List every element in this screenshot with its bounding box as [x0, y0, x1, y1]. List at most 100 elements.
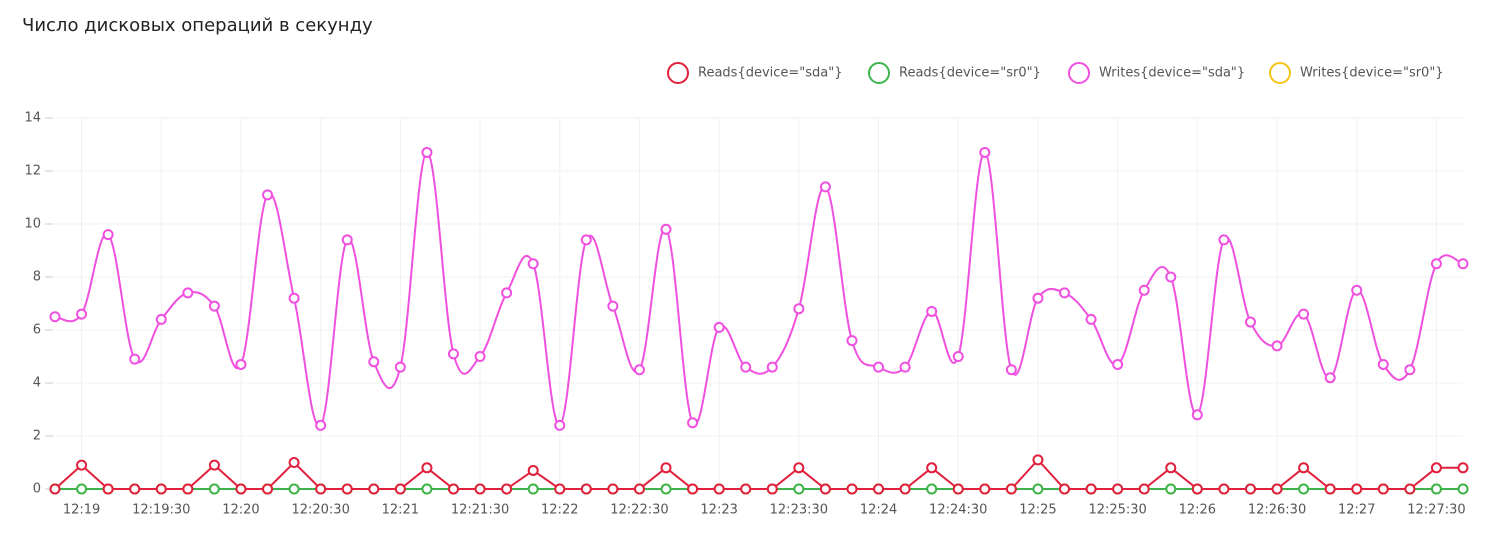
data-point [740, 483, 752, 495]
data-point [899, 361, 911, 373]
data-point [1271, 483, 1283, 495]
data-point [1085, 313, 1097, 325]
legend-swatch [1068, 62, 1090, 84]
x-tick-label: 12:22 [541, 503, 578, 518]
data-point [1218, 483, 1230, 495]
data-point [129, 353, 141, 365]
data-point [129, 483, 141, 495]
data-point [447, 483, 459, 495]
data-point [208, 483, 220, 495]
x-tick-label: 12:26:30 [1248, 503, 1306, 518]
data-point [394, 483, 406, 495]
data-point [235, 483, 247, 495]
data-point [1351, 483, 1363, 495]
chart-title: Число дисковых операций в секунду [22, 15, 373, 36]
data-point [607, 483, 619, 495]
x-tick-label: 12:24:30 [929, 503, 987, 518]
data-point [979, 146, 991, 158]
data-point [926, 305, 938, 317]
data-point [341, 483, 353, 495]
data-point [49, 311, 61, 323]
data-point [1244, 483, 1256, 495]
y-tick-label: 12 [24, 164, 41, 179]
y-tick-label: 8 [33, 270, 41, 285]
x-tick-label: 12:26 [1179, 503, 1216, 518]
data-point [899, 483, 911, 495]
data-point [1351, 284, 1363, 296]
data-point [262, 483, 274, 495]
data-point [793, 483, 805, 495]
data-point [288, 292, 300, 304]
data-point [1430, 483, 1442, 495]
x-tick-label: 12:21:30 [451, 503, 509, 518]
data-point [49, 483, 61, 495]
legend-item: Writes{device="sda"} [1068, 62, 1245, 84]
data-point [76, 459, 88, 471]
data-point [819, 483, 831, 495]
x-tick-label: 12:21 [382, 503, 419, 518]
data-point [1005, 483, 1017, 495]
x-tick-label: 12:19 [63, 503, 100, 518]
data-point [102, 483, 114, 495]
data-point [182, 287, 194, 299]
data-point [1298, 462, 1310, 474]
data-point [1165, 462, 1177, 474]
data-point [208, 459, 220, 471]
data-point [1271, 340, 1283, 352]
data-point [1430, 258, 1442, 270]
data-point [873, 483, 885, 495]
x-tick-label: 12:23 [700, 503, 737, 518]
data-point [235, 358, 247, 370]
data-point [660, 462, 672, 474]
data-point [766, 361, 778, 373]
data-point [315, 419, 327, 431]
data-point [208, 300, 220, 312]
data-point [554, 419, 566, 431]
legend-label: Writes{device="sda"} [1099, 66, 1245, 81]
x-tick-label: 12:20:30 [291, 503, 349, 518]
x-tick-label: 12:19:30 [132, 503, 190, 518]
x-tick-label: 12:22:30 [610, 503, 668, 518]
data-point [1032, 454, 1044, 466]
data-point [793, 303, 805, 315]
data-point [368, 483, 380, 495]
data-point [846, 483, 858, 495]
data-point [1218, 234, 1230, 246]
data-point [1165, 271, 1177, 283]
y-tick-label: 4 [33, 376, 41, 391]
legend-item: Reads{device="sda"} [667, 62, 843, 84]
data-point [1457, 258, 1469, 270]
data-point [1032, 292, 1044, 304]
legend-label: Reads{device="sda"} [698, 66, 843, 81]
data-point [1404, 483, 1416, 495]
y-tick-label: 10 [24, 217, 41, 232]
data-point [1138, 483, 1150, 495]
data-point [580, 483, 592, 495]
legend-swatch [868, 62, 890, 84]
data-point [1457, 462, 1469, 474]
data-point [394, 361, 406, 373]
data-point [421, 146, 433, 158]
data-point [501, 483, 513, 495]
data-point [1191, 483, 1203, 495]
data-point [447, 348, 459, 360]
data-point [155, 313, 167, 325]
data-point [1138, 284, 1150, 296]
data-point [713, 321, 725, 333]
x-tick-label: 12:24 [860, 503, 897, 518]
data-point [1244, 316, 1256, 328]
data-point [766, 483, 778, 495]
data-point [1324, 483, 1336, 495]
data-point [1457, 483, 1469, 495]
data-point [1324, 372, 1336, 384]
data-point [102, 229, 114, 241]
data-point [368, 356, 380, 368]
data-point [501, 287, 513, 299]
data-point [474, 483, 486, 495]
data-point [607, 300, 619, 312]
data-point [952, 483, 964, 495]
data-point [554, 483, 566, 495]
data-point [262, 189, 274, 201]
data-point [979, 483, 991, 495]
